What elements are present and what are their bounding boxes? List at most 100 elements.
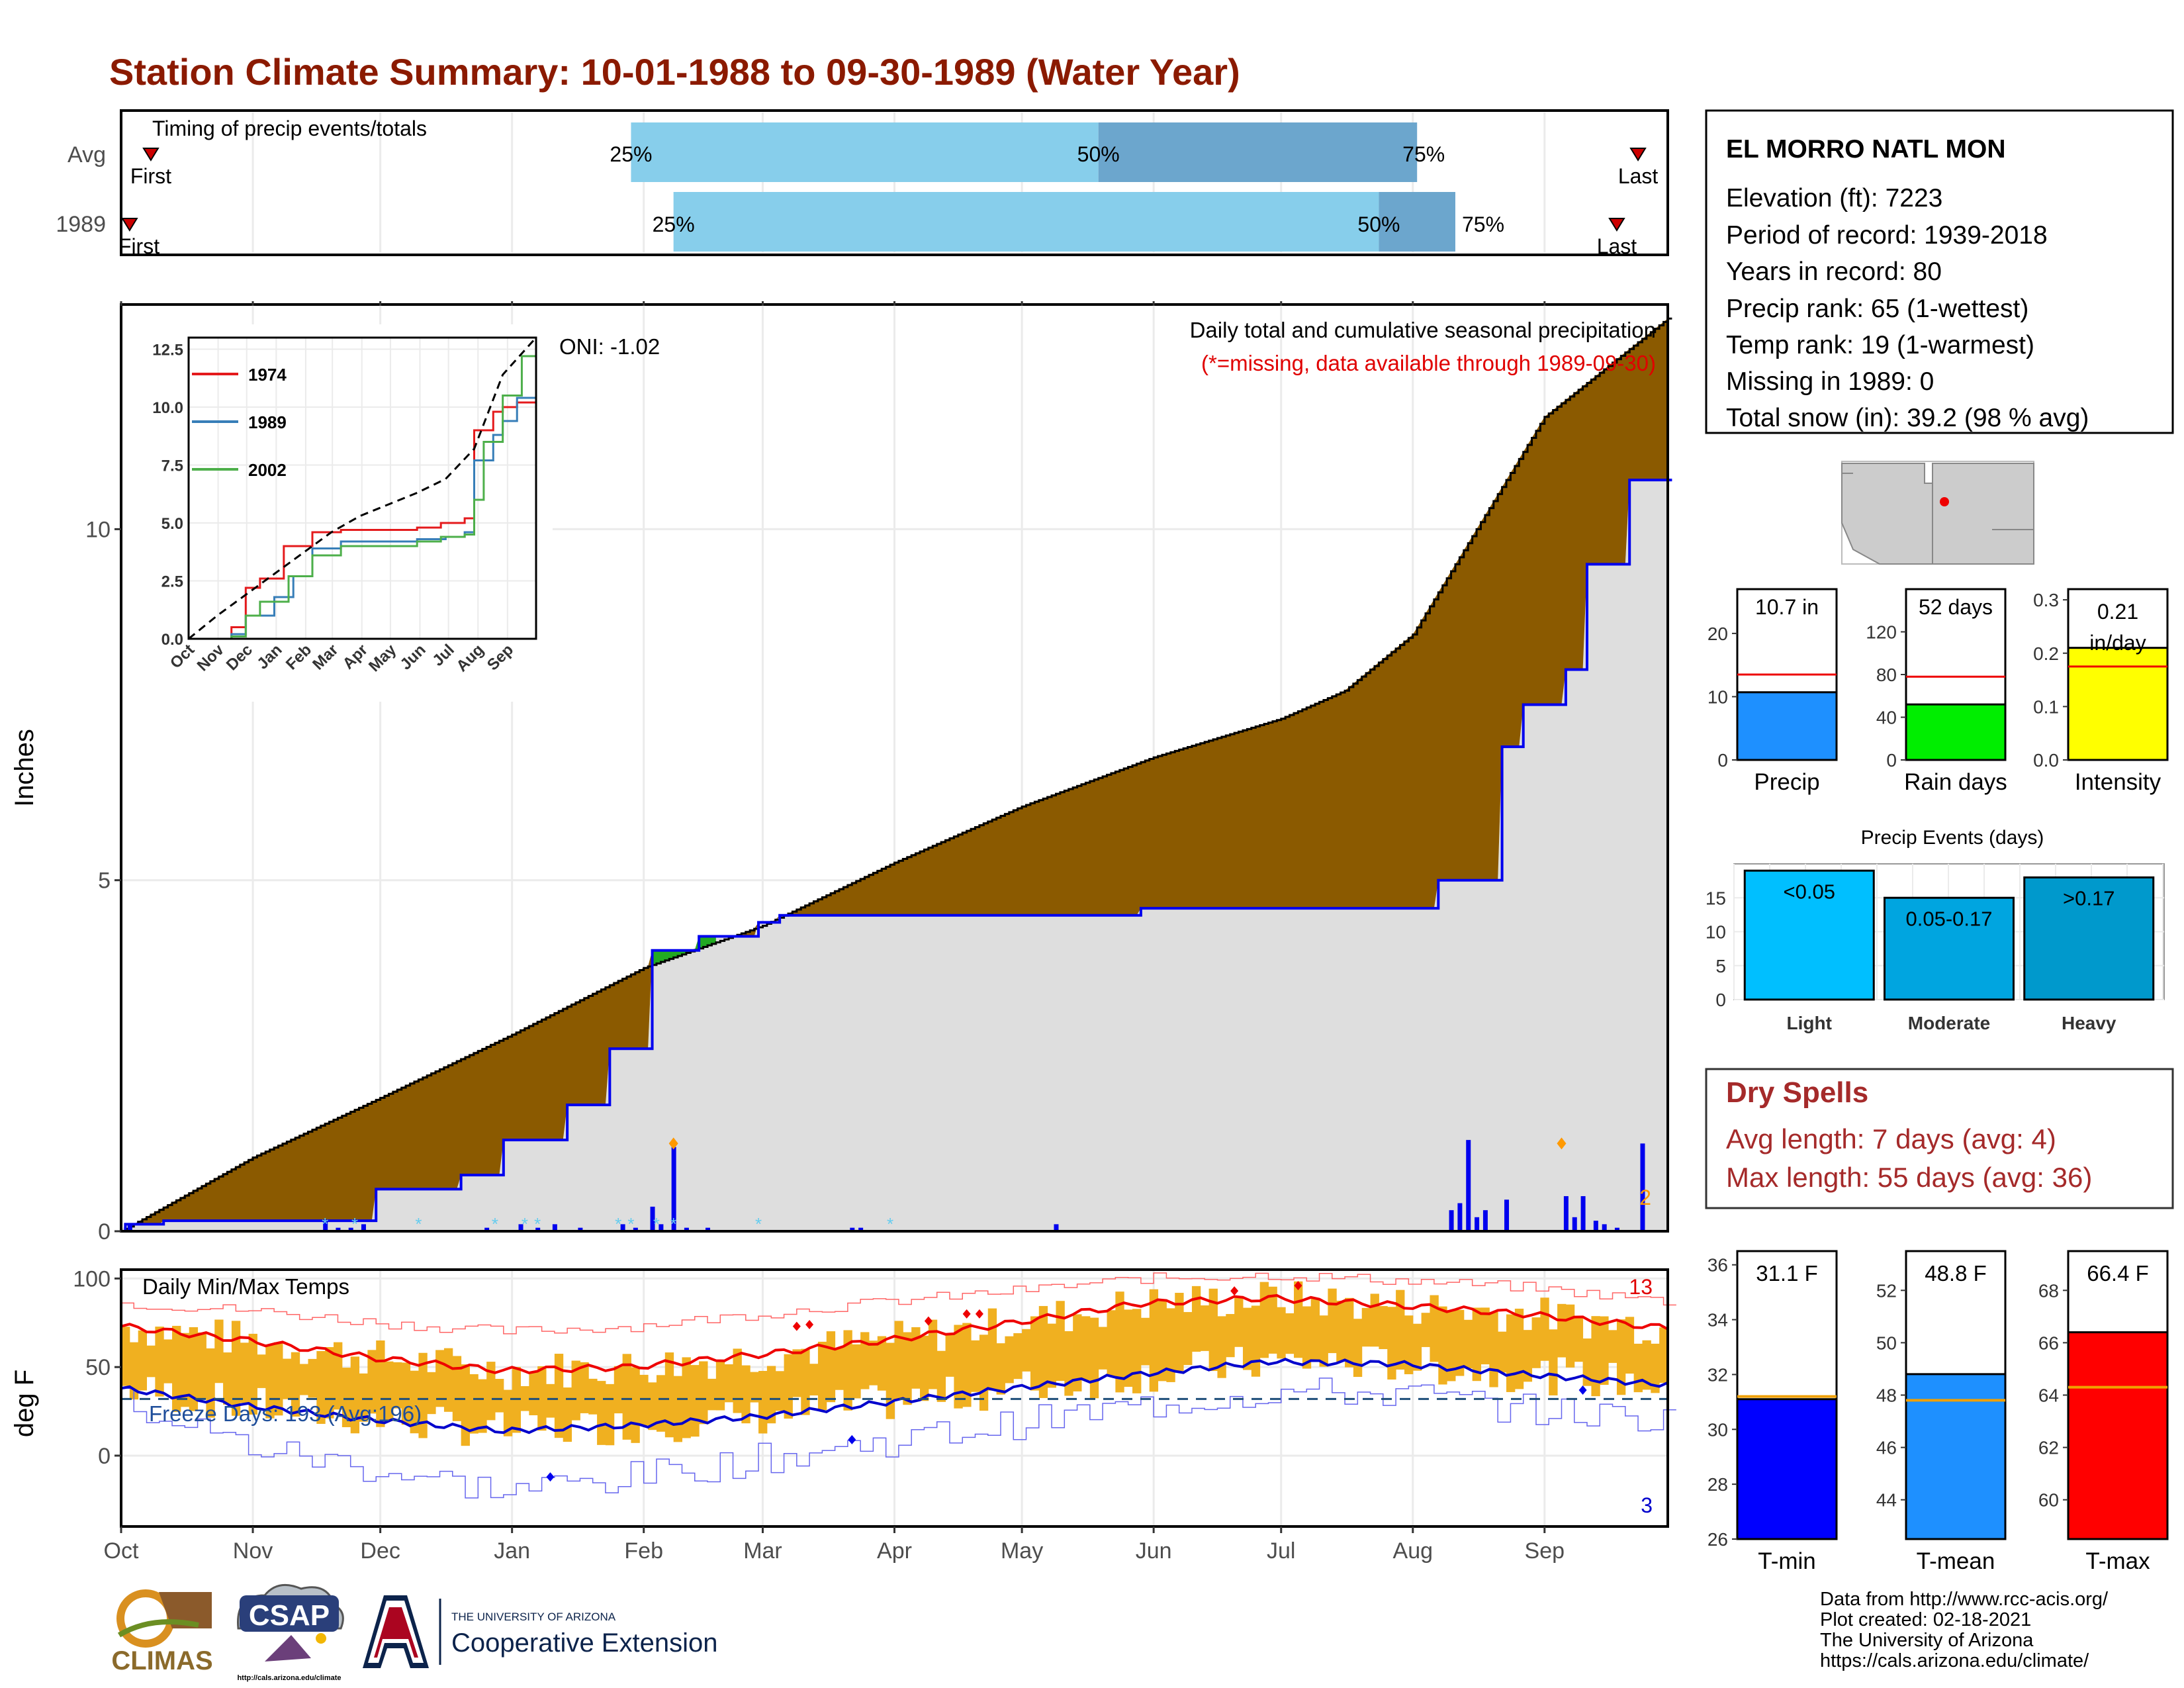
daily-temp-range-bar xyxy=(724,1364,734,1403)
daily-temp-range-bar xyxy=(1259,1282,1269,1358)
daily-temp-range-bar xyxy=(639,1374,649,1426)
precip-panel-title: Daily total and cumulative seasonal prec… xyxy=(1190,318,1656,342)
daily-temp-range-bar xyxy=(1107,1310,1116,1376)
oni-label: ONI: -1.02 xyxy=(559,334,660,359)
daily-temp-range-bar xyxy=(699,1361,708,1425)
csap-logo: CSAP http://cals.arizona.edu/climate xyxy=(237,1583,344,1682)
daily-temp-range-bar xyxy=(1574,1316,1584,1362)
daily-temp-range-bar xyxy=(257,1354,266,1388)
events-bar-value-label: <0.05 xyxy=(1784,880,1835,903)
record-high-marker xyxy=(1230,1286,1239,1296)
daily-temp-range-bar xyxy=(1412,1323,1422,1371)
daily-temp-range-bar xyxy=(121,1327,130,1386)
daily-precip-bar xyxy=(348,1227,353,1231)
stat-bar-rain-days: 0 40 80 120 52 days Rain days xyxy=(1866,588,2007,795)
daily-temp-range-bar xyxy=(954,1325,963,1409)
daily-temp-range-bar xyxy=(248,1333,257,1415)
daily-precip-bar xyxy=(535,1227,541,1231)
daily-temp-range-bar xyxy=(1565,1304,1575,1368)
daily-temp-range-bar xyxy=(1328,1288,1337,1354)
snow-day-marker: * xyxy=(755,1214,762,1234)
events-bar-value-label: 0.05-0.17 xyxy=(1906,907,1993,930)
daily-temp-range-bar xyxy=(1175,1293,1184,1372)
daily-temp-range-bar xyxy=(554,1354,564,1438)
daily-temp-range-bar xyxy=(1226,1314,1235,1358)
temp-panel-title: Daily Min/Max Temps xyxy=(142,1274,349,1299)
record-high-marker xyxy=(975,1309,983,1319)
inset-y-tick-label: 2.5 xyxy=(161,573,183,591)
temp-stat-bar-tick-label: 48 xyxy=(1876,1385,1897,1406)
daily-precip-bar xyxy=(705,1227,711,1231)
precip-events-chart: Precip Events (days) 0 5 10 15 <0.05 Light 0.0… xyxy=(1706,827,2165,1033)
record-high-marker xyxy=(924,1316,933,1326)
daily-temp-range-bar xyxy=(1081,1316,1091,1381)
inset-y-tick-label: 12.5 xyxy=(152,342,183,359)
daily-temp-range-bar xyxy=(223,1352,232,1405)
daily-temp-range-bar xyxy=(1455,1309,1465,1376)
record-min-line xyxy=(121,1378,1676,1499)
daily-temp-range-bar xyxy=(1191,1286,1201,1352)
month-axis-label: Jan xyxy=(494,1538,530,1564)
snow-day-marker: * xyxy=(522,1214,528,1234)
stat-bar-tick-label: 0.2 xyxy=(2033,643,2059,664)
temp-stat-bar-tick-label: 66 xyxy=(2038,1333,2059,1353)
station-temp-rank: Temp rank: 19 (1-warmest) xyxy=(1726,331,2034,359)
cumulative-1989-line xyxy=(121,479,1672,1233)
daily-temp-range-bar xyxy=(1651,1343,1660,1393)
daily-precip-bar xyxy=(633,1227,638,1231)
dry-spells-title: Dry Spells xyxy=(1726,1076,1868,1109)
daily-temp-range-bar xyxy=(817,1341,827,1411)
events-y-tick-label: 15 xyxy=(1706,888,1726,908)
daily-temp-range-bar xyxy=(715,1360,725,1411)
timing-q50-label: 50% xyxy=(1077,142,1120,166)
temp-y-tick-label: 100 xyxy=(73,1266,111,1291)
daily-temp-range-bar xyxy=(707,1378,717,1411)
daily-temp-range-bar xyxy=(1370,1293,1379,1347)
stat-bar-x-label: Rain days xyxy=(1904,769,2007,795)
snow-day-marker: * xyxy=(415,1214,422,1234)
ua-logo-line1: THE UNIVERSITY OF ARIZONA xyxy=(451,1611,616,1623)
daily-temp-range-bar xyxy=(1557,1303,1567,1358)
daily-temp-range-bar xyxy=(401,1362,411,1425)
daily-temp-range-bar xyxy=(826,1331,836,1403)
station-precip-rank: Precip rank: 65 (1-wettest) xyxy=(1726,295,2028,323)
daily-temp-range-bar xyxy=(546,1383,555,1418)
snow-day-marker: * xyxy=(670,1214,677,1234)
daily-temp-range-bar xyxy=(392,1362,402,1409)
daily-temp-range-bar xyxy=(529,1372,538,1415)
daily-precip-bar xyxy=(323,1221,328,1231)
inset-legend-2002: 2002 xyxy=(248,460,287,480)
daily-temp-range-bar xyxy=(860,1332,870,1389)
daily-precip-bar xyxy=(1475,1217,1480,1231)
daily-temp-range-bar xyxy=(1140,1317,1150,1366)
credits: Data from http://www.rcc-acis.org/ Plot … xyxy=(1820,1589,2109,1671)
daily-temp-range-bar xyxy=(1277,1307,1286,1359)
temp-stat-bar-value-label: 66.4 F xyxy=(2087,1261,2149,1286)
credit-url: https://cals.arizona.edu/climate/ xyxy=(1820,1650,2089,1671)
cumulative-1989-area xyxy=(121,480,1668,1231)
daily-temp-range-bar xyxy=(537,1366,547,1431)
daily-temp-range-bar xyxy=(682,1357,691,1438)
timing-last-label: Last xyxy=(1618,164,1659,188)
daily-temp-range-bar xyxy=(1608,1330,1617,1363)
daily-temp-range-bar xyxy=(1098,1327,1108,1370)
daily-temp-range-bar xyxy=(418,1352,428,1438)
csap-logo-url: http://cals.arizona.edu/climate xyxy=(237,1674,341,1682)
daily-temp-range-bar xyxy=(1421,1313,1430,1347)
daily-temp-range-bar xyxy=(920,1335,929,1401)
daily-temp-range-bar xyxy=(911,1327,921,1389)
average-max-temp-line xyxy=(120,1293,1668,1375)
month-axis-label: Oct xyxy=(104,1538,139,1564)
month-axis-label: Jun xyxy=(1136,1538,1172,1564)
record-precip-marker xyxy=(668,1137,678,1150)
daily-temp-range-bar xyxy=(1549,1329,1558,1395)
daily-temp-range-bar xyxy=(1149,1289,1159,1392)
station-years: Years in record: 80 xyxy=(1726,258,1942,286)
dry-spells-avg: Avg length: 7 days (avg: 4) xyxy=(1726,1123,2056,1154)
stat-bar-tick-label: 120 xyxy=(1866,622,1897,643)
snow-day-marker: * xyxy=(627,1214,634,1234)
precip-panel-subtitle: (*=missing, data available through 1989-… xyxy=(1201,351,1656,375)
station-elevation: Elevation (ft): 7223 xyxy=(1726,184,1942,212)
